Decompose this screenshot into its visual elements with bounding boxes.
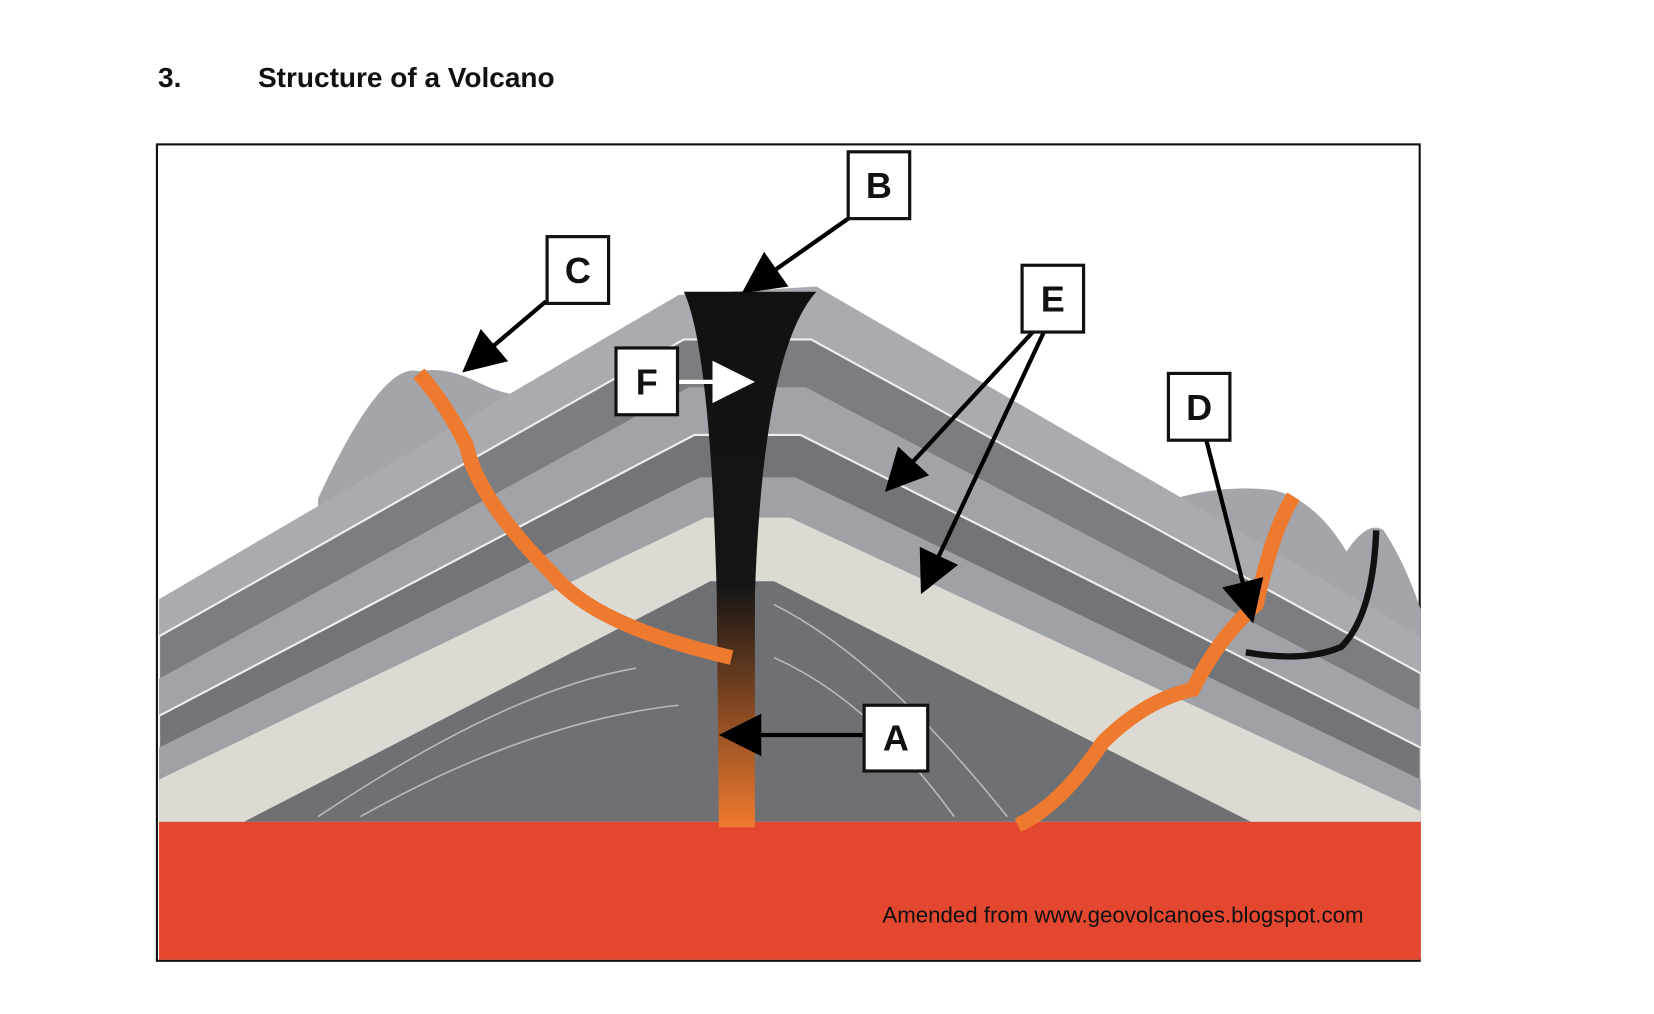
credit: Amended from www.geovolcanoes.blogspot.c…	[882, 903, 1363, 928]
section-number: 3.	[158, 62, 182, 93]
label-box	[1166, 371, 1232, 442]
label: E	[1041, 279, 1065, 320]
label: B	[866, 165, 892, 206]
label: F	[636, 361, 658, 402]
arrows	[462, 216, 1264, 757]
label-box	[545, 235, 611, 306]
section-title: Structure of a Volcano	[258, 62, 555, 93]
label-box	[862, 703, 930, 773]
dike	[413, 368, 734, 665]
label-box	[614, 346, 680, 417]
label-box	[846, 150, 912, 221]
label: A	[883, 718, 909, 759]
label: C	[565, 250, 591, 291]
label-box	[1020, 263, 1086, 334]
dike	[1245, 530, 1380, 660]
dike	[1014, 492, 1300, 832]
label: D	[1186, 387, 1212, 428]
main-vent	[683, 291, 817, 828]
magma-chamber	[159, 821, 1421, 960]
